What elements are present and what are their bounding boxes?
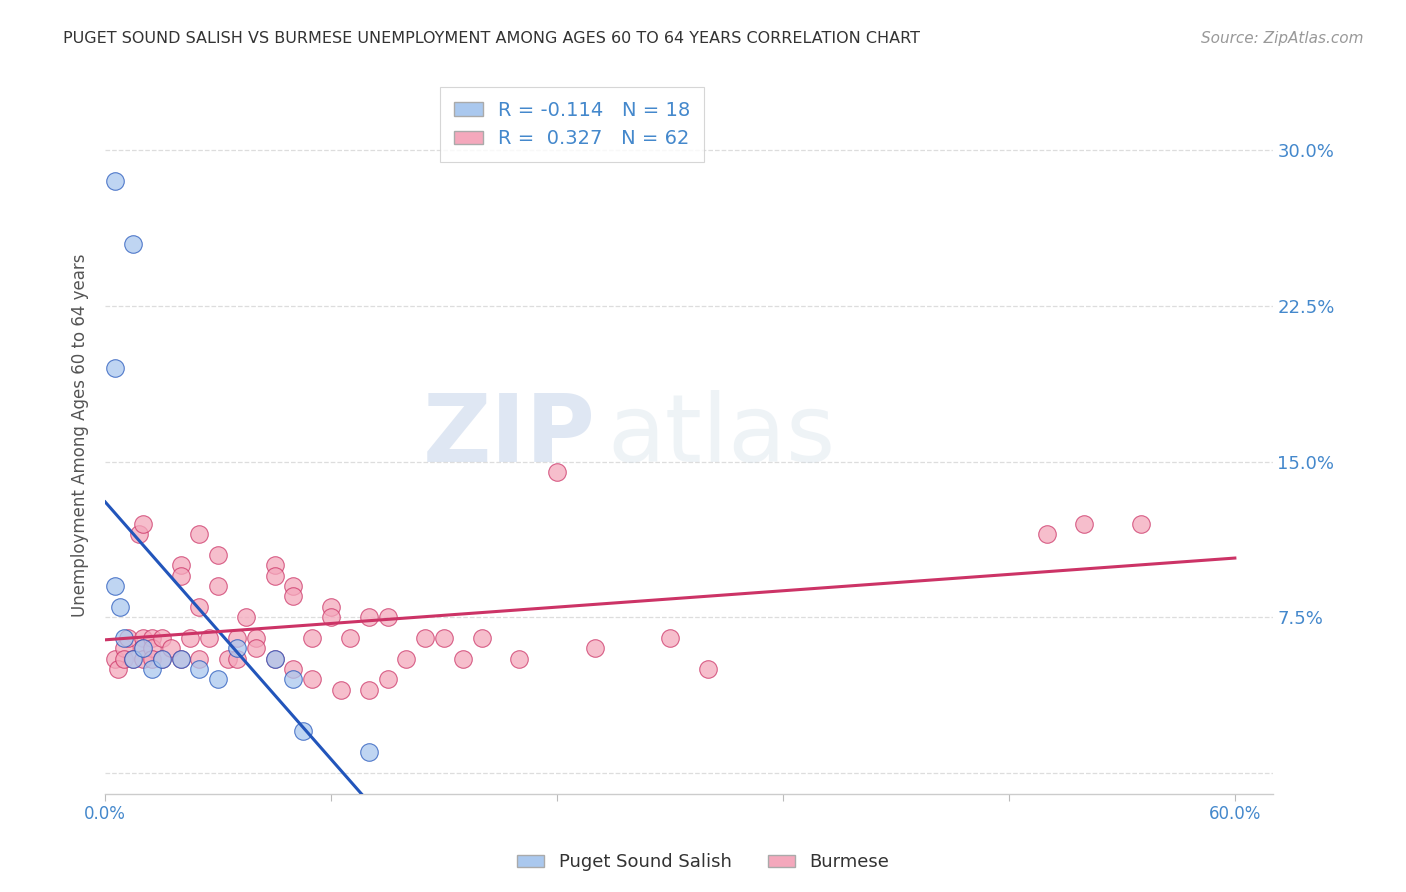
Point: [321, 599, 343, 614]
Point: [112, 651, 135, 665]
Point: [169, 651, 191, 665]
Point: [283, 590, 305, 604]
Point: [329, 682, 352, 697]
Point: [207, 579, 229, 593]
Point: [112, 631, 135, 645]
Point: [226, 631, 249, 645]
Point: [283, 662, 305, 676]
Point: [226, 641, 249, 656]
Point: [150, 631, 173, 645]
Point: [546, 465, 568, 479]
Point: [169, 568, 191, 582]
Point: [696, 662, 718, 676]
Point: [197, 631, 219, 645]
Point: [451, 651, 474, 665]
Point: [226, 651, 249, 665]
Point: [169, 558, 191, 573]
Point: [122, 651, 145, 665]
Point: [132, 516, 155, 531]
Legend: R = -0.114   N = 18, R =  0.327   N = 62: R = -0.114 N = 18, R = 0.327 N = 62: [440, 87, 704, 162]
Point: [104, 174, 127, 188]
Point: [301, 631, 323, 645]
Point: [357, 682, 380, 697]
Legend: Puget Sound Salish, Burmese: Puget Sound Salish, Burmese: [510, 847, 896, 879]
Point: [583, 641, 606, 656]
Point: [141, 631, 163, 645]
Point: [263, 651, 285, 665]
Point: [433, 631, 456, 645]
Point: [283, 579, 305, 593]
Point: [235, 610, 257, 624]
Point: [357, 745, 380, 759]
Point: [188, 527, 211, 541]
Point: [122, 236, 145, 251]
Point: [357, 610, 380, 624]
Point: [107, 662, 129, 676]
Point: [1073, 516, 1095, 531]
Point: [110, 599, 132, 614]
Point: [188, 599, 211, 614]
Point: [169, 651, 191, 665]
Point: [179, 631, 201, 645]
Point: [508, 651, 530, 665]
Text: Source: ZipAtlas.com: Source: ZipAtlas.com: [1201, 31, 1364, 46]
Point: [263, 651, 285, 665]
Point: [141, 662, 163, 676]
Text: ZIP: ZIP: [423, 390, 596, 482]
Point: [207, 673, 229, 687]
Point: [141, 651, 163, 665]
Point: [263, 568, 285, 582]
Point: [1035, 527, 1057, 541]
Point: [301, 673, 323, 687]
Point: [377, 673, 399, 687]
Point: [132, 641, 155, 656]
Text: PUGET SOUND SALISH VS BURMESE UNEMPLOYMENT AMONG AGES 60 TO 64 YEARS CORRELATION: PUGET SOUND SALISH VS BURMESE UNEMPLOYME…: [63, 31, 921, 46]
Point: [413, 631, 436, 645]
Point: [122, 651, 145, 665]
Point: [339, 631, 361, 645]
Point: [471, 631, 494, 645]
Point: [245, 631, 267, 645]
Y-axis label: Unemployment Among Ages 60 to 64 years: Unemployment Among Ages 60 to 64 years: [72, 254, 89, 617]
Point: [128, 527, 150, 541]
Point: [659, 631, 682, 645]
Point: [132, 641, 155, 656]
Point: [150, 651, 173, 665]
Point: [150, 651, 173, 665]
Point: [245, 641, 267, 656]
Point: [217, 651, 239, 665]
Point: [377, 610, 399, 624]
Point: [104, 361, 127, 376]
Point: [132, 651, 155, 665]
Point: [112, 641, 135, 656]
Point: [395, 651, 418, 665]
Point: [188, 662, 211, 676]
Point: [132, 631, 155, 645]
Point: [207, 548, 229, 562]
Point: [104, 651, 127, 665]
Point: [160, 641, 183, 656]
Point: [117, 631, 139, 645]
Text: atlas: atlas: [607, 390, 835, 482]
Point: [188, 651, 211, 665]
Point: [263, 558, 285, 573]
Point: [104, 579, 127, 593]
Point: [141, 641, 163, 656]
Point: [321, 610, 343, 624]
Point: [1129, 516, 1152, 531]
Point: [283, 673, 305, 687]
Point: [291, 724, 314, 739]
